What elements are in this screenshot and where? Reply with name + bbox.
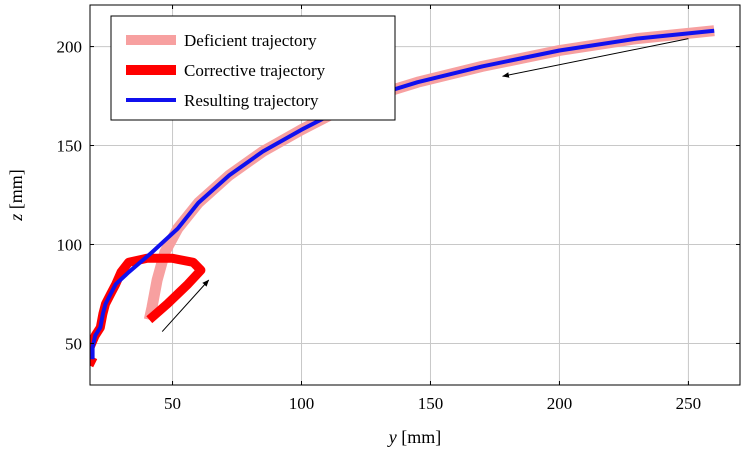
legend-label-deficient-trajectory: Deficient trajectory <box>184 31 317 50</box>
series-line-resulting-trajectory <box>90 28 715 360</box>
x-tick-label: 250 <box>676 394 702 413</box>
x-axis-label: y [mm] <box>387 427 442 447</box>
x-tick-label: 150 <box>418 394 444 413</box>
annotation-arrows <box>161 38 689 332</box>
annotation-arrow <box>502 38 689 78</box>
y-tick-label: 150 <box>57 137 83 156</box>
legend-label-corrective-trajectory: Corrective trajectory <box>184 61 326 80</box>
legend-label-resulting-trajectory: Resulting trajectory <box>184 91 319 110</box>
x-tick-label: 100 <box>289 394 315 413</box>
y-axis-label: z [mm] <box>6 169 26 222</box>
y-tick-label: 100 <box>57 235 83 254</box>
y-tick-label: 200 <box>57 38 83 57</box>
legend: Deficient trajectory Corrective trajector… <box>110 15 396 121</box>
x-tick-label: 50 <box>164 394 181 413</box>
y-tick-label: 50 <box>65 334 82 353</box>
x-tick-label: 200 <box>547 394 573 413</box>
series-group <box>90 25 715 368</box>
plot-frame <box>89 4 741 386</box>
annotation-arrow <box>161 279 210 332</box>
axis-ticks: 50 100 150 200 250 50 100 150 200 <box>57 5 740 413</box>
